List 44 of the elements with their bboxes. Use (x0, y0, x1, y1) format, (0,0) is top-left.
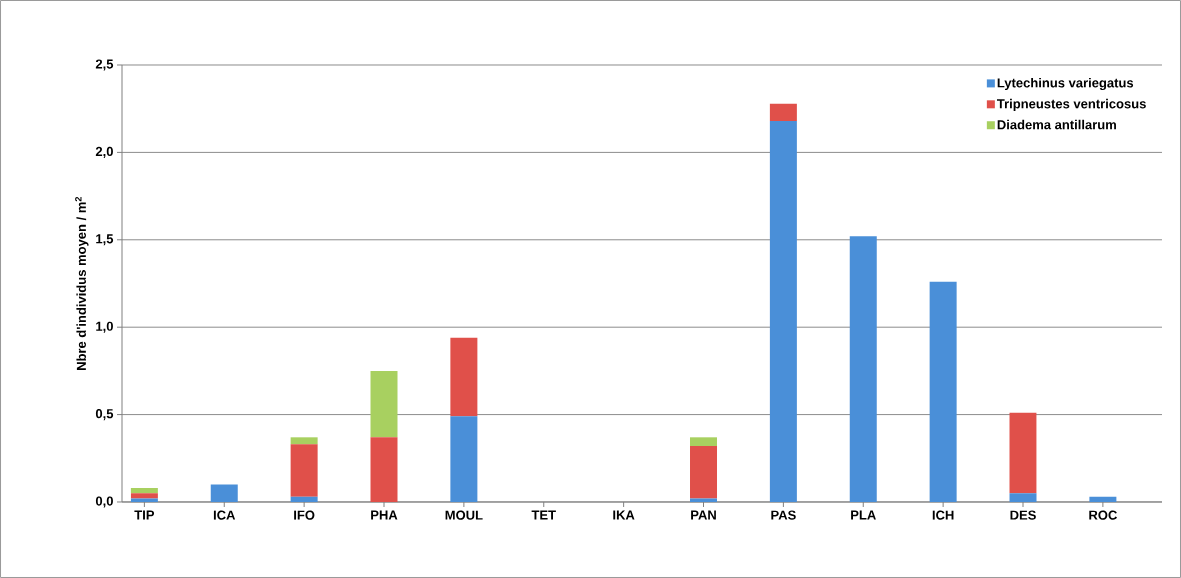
x-tick-label: ICH (932, 510, 954, 520)
x-tick-label: MOUL (445, 510, 483, 520)
bar (769, 120, 797, 502)
bar (929, 281, 957, 502)
y-tick-label: 1,5 (96, 234, 114, 246)
bar (450, 337, 478, 417)
x-tick-label: ROC (1089, 510, 1117, 520)
bar (769, 103, 797, 121)
x-tick-label: PHA (371, 510, 398, 520)
x-tick-label: PAN (691, 510, 716, 520)
bar (130, 498, 158, 502)
x-tick-label: TET (531, 510, 556, 520)
bar (849, 236, 877, 502)
legend-label: Tripneustes ventricosus (996, 98, 1146, 111)
bar (370, 437, 398, 502)
bar (1089, 496, 1117, 502)
x-tick-label: PLA (851, 510, 876, 520)
bar (450, 416, 478, 502)
y-tick-label: 0,0 (95, 496, 113, 508)
y-tick-label: 2,5 (95, 59, 114, 71)
bar (370, 370, 398, 438)
y-axis-title: Nbre d'individus moyen / m$^{2}$ (75, 196, 89, 371)
bar (210, 484, 238, 502)
bar (1009, 493, 1037, 502)
bar (130, 488, 158, 494)
bar (690, 446, 718, 499)
bar (130, 493, 158, 499)
legend-label: Diadema antillarum (997, 119, 1116, 130)
y-tick-label: 2,0 (95, 146, 113, 158)
bar (290, 496, 318, 502)
y-tick-label: 1,0 (96, 321, 113, 333)
x-tick-label: IFO (294, 510, 315, 520)
x-tick-label: PAS (771, 510, 796, 520)
legend-label: Lytechinus variegatus (997, 77, 1134, 91)
bar (290, 437, 318, 445)
x-tick-label: DES (1010, 510, 1036, 520)
bar (1009, 412, 1037, 494)
x-tick-label: ICA (213, 510, 236, 520)
bar (690, 498, 718, 502)
bar (690, 437, 718, 447)
bar (290, 444, 318, 497)
x-tick-label: IKA (613, 510, 635, 520)
x-tick-label: TIP (134, 510, 155, 520)
y-tick-label: 0,5 (95, 409, 114, 421)
